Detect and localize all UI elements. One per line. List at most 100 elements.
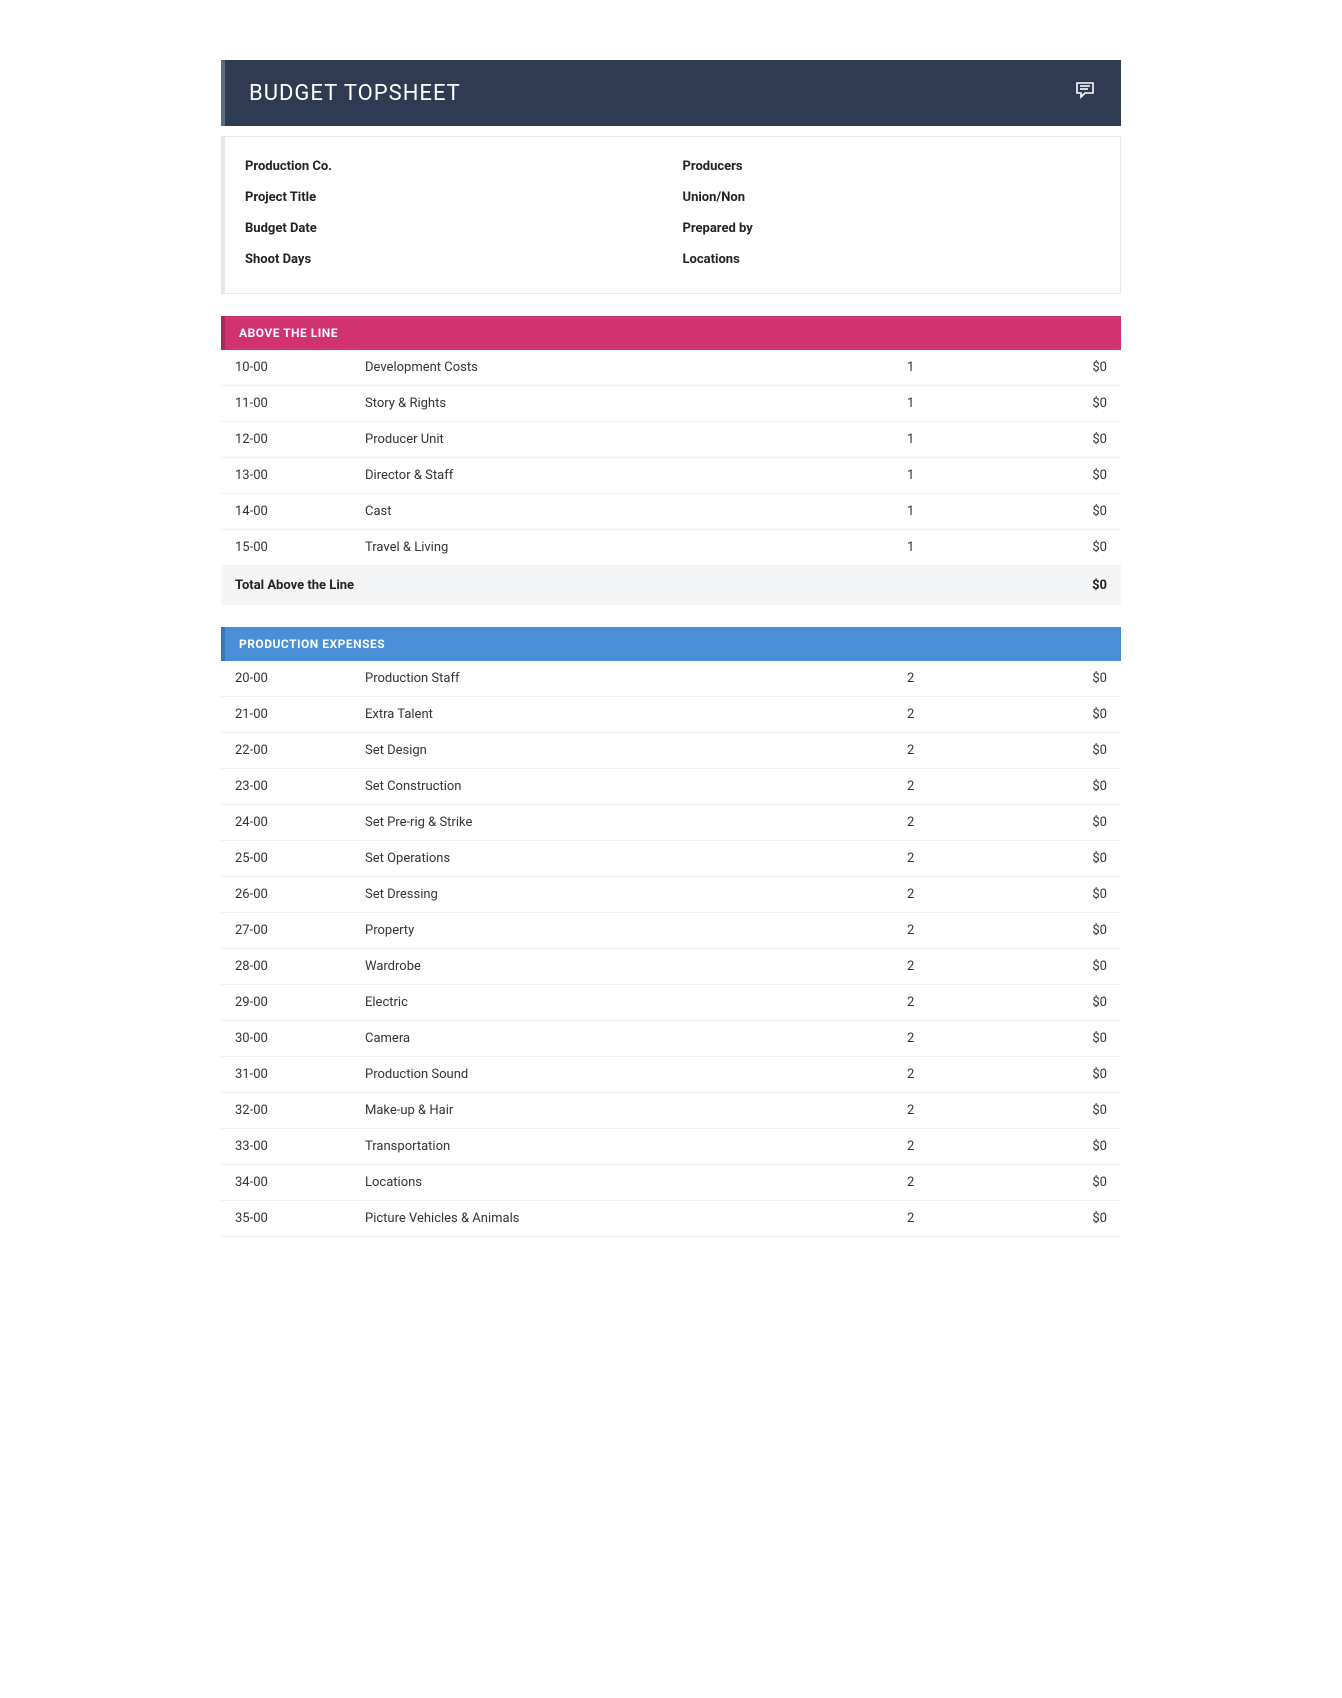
row-amount: $0 [987,815,1107,830]
info-label-locations: Locations [683,244,1101,275]
table-row: 23-00Set Construction2$0 [221,769,1121,805]
row-desc: Set Operations [365,851,907,866]
table-row: 10-00Development Costs1$0 [221,350,1121,386]
row-page: 2 [907,743,987,758]
row-amount: $0 [987,1175,1107,1190]
row-page: 2 [907,851,987,866]
row-amount: $0 [987,851,1107,866]
total-amount: $0 [987,578,1107,593]
table-row: 34-00Locations2$0 [221,1165,1121,1201]
row-page: 2 [907,1103,987,1118]
row-code: 28-00 [235,959,365,974]
row-code: 35-00 [235,1211,365,1226]
row-desc: Set Pre-rig & Strike [365,815,907,830]
row-page: 1 [907,396,987,411]
row-page: 2 [907,995,987,1010]
row-desc: Extra Talent [365,707,907,722]
row-page: 2 [907,815,987,830]
page-title: BUDGET TOPSHEET [249,81,461,106]
info-label-producers: Producers [683,151,1101,182]
row-amount: $0 [987,671,1107,686]
section-total: Total Above the Line$0 [221,566,1121,605]
row-code: 20-00 [235,671,365,686]
row-amount: $0 [987,1103,1107,1118]
table-row: 33-00Transportation2$0 [221,1129,1121,1165]
row-desc: Set Construction [365,779,907,794]
table-row: 26-00Set Dressing2$0 [221,877,1121,913]
table-row: 28-00Wardrobe2$0 [221,949,1121,985]
row-desc: Set Design [365,743,907,758]
row-code: 13-00 [235,468,365,483]
section-header: ABOVE THE LINE [221,316,1121,350]
info-label-shoot-days: Shoot Days [245,244,663,275]
row-amount: $0 [987,779,1107,794]
row-page: 2 [907,671,987,686]
table-row: 35-00Picture Vehicles & Animals2$0 [221,1201,1121,1237]
table-row: 27-00Property2$0 [221,913,1121,949]
row-amount: $0 [987,1031,1107,1046]
row-desc: Cast [365,504,907,519]
row-code: 32-00 [235,1103,365,1118]
row-desc: Producer Unit [365,432,907,447]
row-amount: $0 [987,995,1107,1010]
row-amount: $0 [987,540,1107,555]
row-amount: $0 [987,1067,1107,1082]
row-page: 2 [907,1175,987,1190]
row-desc: Picture Vehicles & Animals [365,1211,907,1226]
row-code: 24-00 [235,815,365,830]
row-desc: Transportation [365,1139,907,1154]
row-amount: $0 [987,959,1107,974]
table-row: 24-00Set Pre-rig & Strike2$0 [221,805,1121,841]
table-row: 32-00Make-up & Hair2$0 [221,1093,1121,1129]
table-row: 13-00Director & Staff1$0 [221,458,1121,494]
chat-icon[interactable] [1073,78,1097,108]
row-page: 2 [907,779,987,794]
row-code: 23-00 [235,779,365,794]
row-amount: $0 [987,1139,1107,1154]
table-row: 12-00Producer Unit1$0 [221,422,1121,458]
row-amount: $0 [987,887,1107,902]
row-desc: Make-up & Hair [365,1103,907,1118]
row-code: 22-00 [235,743,365,758]
section-above: ABOVE THE LINE10-00Development Costs1$0 1… [221,316,1121,605]
row-code: 34-00 [235,1175,365,1190]
section-header: PRODUCTION EXPENSES [221,627,1121,661]
info-label-prepared-by: Prepared by [683,213,1101,244]
row-page: 1 [907,540,987,555]
row-page: 2 [907,923,987,938]
table-row: 21-00Extra Talent2$0 [221,697,1121,733]
row-code: 15-00 [235,540,365,555]
budget-topsheet: BUDGET TOPSHEET Production Co. Project T… [221,60,1121,1237]
row-amount: $0 [987,396,1107,411]
row-code: 14-00 [235,504,365,519]
row-code: 33-00 [235,1139,365,1154]
row-code: 27-00 [235,923,365,938]
row-desc: Director & Staff [365,468,907,483]
info-label-project-title: Project Title [245,182,663,213]
table-row: 29-00Electric2$0 [221,985,1121,1021]
table-row: 30-00Camera2$0 [221,1021,1121,1057]
table-row: 22-00Set Design2$0 [221,733,1121,769]
row-desc: Property [365,923,907,938]
row-page: 2 [907,1139,987,1154]
row-page: 2 [907,1211,987,1226]
info-box: Production Co. Project Title Budget Date… [221,136,1121,294]
row-code: 30-00 [235,1031,365,1046]
row-desc: Development Costs [365,360,907,375]
row-desc: Camera [365,1031,907,1046]
table-row: 20-00Production Staff2$0 [221,661,1121,697]
row-amount: $0 [987,1211,1107,1226]
row-page: 2 [907,887,987,902]
info-label-budget-date: Budget Date [245,213,663,244]
row-amount: $0 [987,468,1107,483]
row-code: 11-00 [235,396,365,411]
total-label: Total Above the Line [235,578,987,593]
row-page: 2 [907,707,987,722]
info-label-production-co: Production Co. [245,151,663,182]
row-page: 1 [907,432,987,447]
row-code: 25-00 [235,851,365,866]
row-code: 29-00 [235,995,365,1010]
row-desc: Travel & Living [365,540,907,555]
row-page: 1 [907,504,987,519]
row-code: 31-00 [235,1067,365,1082]
